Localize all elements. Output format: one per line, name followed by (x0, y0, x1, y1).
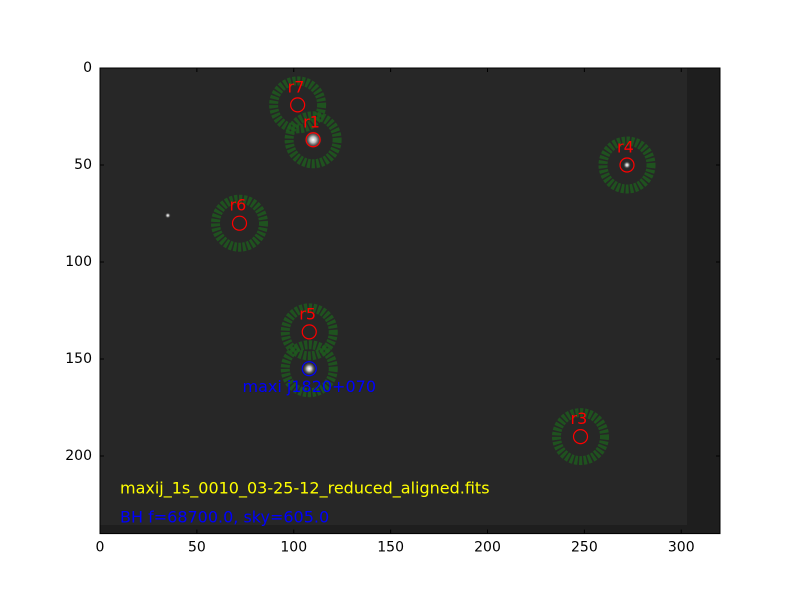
x-tick-label: 150 (377, 540, 404, 556)
y-tick-label: 100 (65, 254, 92, 270)
source-label: r1 (303, 112, 320, 131)
image-edge (687, 68, 720, 534)
x-tick-label: 200 (474, 540, 501, 556)
x-tick-label: 50 (188, 540, 206, 556)
axes-frame (99, 67, 721, 535)
image-edge (100, 525, 720, 534)
source-label: maxi j1820+070 (243, 377, 377, 396)
star (623, 161, 631, 169)
aperture (305, 132, 321, 148)
flux-label: BH f=68700.0, sky=605.0 (120, 508, 329, 527)
sky-annulus (211, 194, 268, 252)
aperture (572, 429, 589, 445)
x-tick-label: 250 (571, 540, 598, 556)
sky-annulus (280, 303, 338, 361)
file-label: maxij_1s_0010_03-25-12_reduced_aligned.f… (120, 479, 490, 499)
sky-annulus (280, 340, 338, 398)
source-label: r5 (299, 304, 316, 323)
sky-annulus (269, 76, 327, 134)
aperture (619, 157, 635, 173)
y-tick-label: 200 (65, 448, 92, 464)
star (302, 361, 317, 376)
sky-annulus (552, 408, 609, 466)
y-tick-label: 150 (65, 351, 92, 367)
y-tick-label: 50 (74, 157, 92, 173)
aperture (301, 324, 317, 340)
x-tick-label: 100 (280, 540, 307, 556)
aperture (301, 361, 317, 377)
source-label: r4 (617, 138, 634, 157)
source-label: r6 (230, 196, 247, 215)
source-label: r7 (288, 77, 305, 96)
aperture (231, 215, 248, 231)
x-tick-label: 0 (96, 540, 105, 556)
sky-annulus (284, 111, 342, 169)
star (164, 212, 171, 219)
star (304, 130, 323, 149)
y-tick-label: 0 (83, 60, 92, 76)
aperture (290, 97, 306, 113)
source-label: r3 (571, 409, 588, 428)
sky-annulus (598, 136, 656, 194)
x-tick-label: 300 (668, 540, 695, 556)
